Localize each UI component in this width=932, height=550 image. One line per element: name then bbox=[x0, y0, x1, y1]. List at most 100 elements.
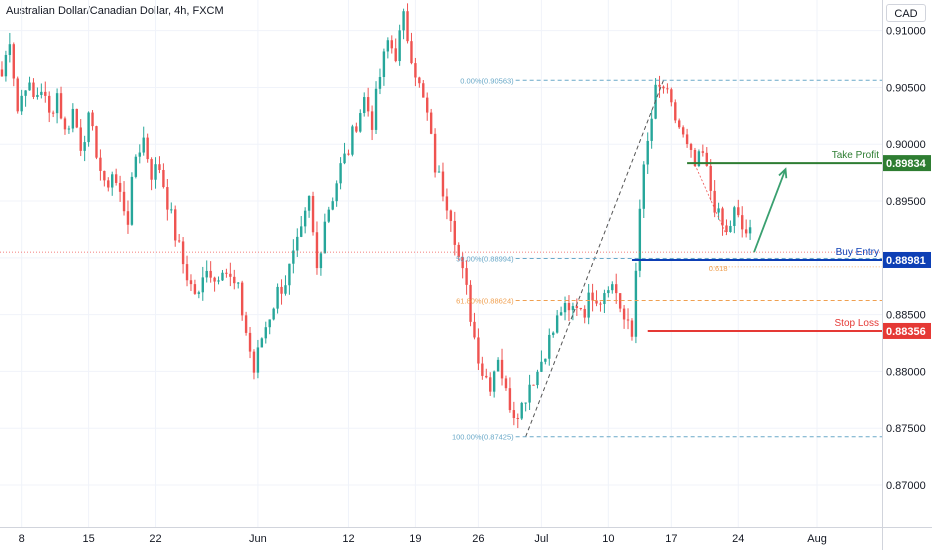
candle-body bbox=[256, 347, 260, 373]
candle-body bbox=[0, 69, 4, 77]
candle-body bbox=[284, 285, 287, 294]
candle-body bbox=[449, 210, 453, 221]
candle-body bbox=[382, 51, 386, 77]
time-tick-label: Aug bbox=[807, 533, 827, 545]
price-tag-bg bbox=[883, 322, 931, 339]
candle-body bbox=[559, 312, 563, 316]
candle-body bbox=[595, 300, 598, 304]
candle-body bbox=[658, 84, 661, 87]
candle-body bbox=[292, 250, 295, 264]
retracement-label: 0.618 bbox=[709, 264, 728, 273]
candle-body bbox=[300, 226, 303, 237]
candle-body bbox=[162, 169, 165, 188]
candle-body bbox=[130, 176, 134, 225]
candle-body bbox=[20, 95, 23, 112]
candle-body bbox=[571, 306, 575, 311]
candle-body bbox=[240, 282, 244, 316]
candle-body bbox=[319, 253, 323, 269]
candle-body bbox=[737, 207, 740, 216]
candle-body bbox=[95, 126, 98, 158]
candle-body bbox=[646, 140, 649, 165]
candle-body bbox=[146, 137, 149, 160]
candle-body bbox=[16, 78, 19, 112]
candle-body bbox=[615, 284, 618, 294]
candle-body bbox=[516, 418, 519, 420]
candle-body bbox=[225, 272, 228, 274]
candle-body bbox=[611, 284, 614, 291]
candle-body bbox=[264, 327, 267, 339]
candle-body bbox=[492, 371, 496, 392]
candle-body bbox=[414, 63, 417, 78]
time-tick-label: Jul bbox=[534, 533, 548, 545]
candle-body bbox=[36, 94, 39, 97]
candle-body bbox=[670, 89, 673, 103]
candle-body bbox=[634, 270, 638, 337]
candle-body bbox=[496, 359, 500, 372]
candle-body bbox=[118, 182, 122, 192]
level-label-stop-loss: Stop Loss bbox=[835, 318, 879, 329]
candle-body bbox=[733, 207, 736, 226]
candle-body bbox=[303, 210, 307, 227]
candle-body bbox=[520, 402, 523, 419]
candle-body bbox=[374, 88, 378, 130]
candle-body bbox=[662, 86, 665, 89]
candle-body bbox=[71, 108, 75, 129]
fib-level-label: 100.00%(0.87425) bbox=[452, 433, 514, 442]
candle-body bbox=[544, 358, 547, 362]
candle-body bbox=[272, 308, 275, 320]
candle-body bbox=[630, 320, 634, 337]
candle-body bbox=[150, 159, 153, 180]
time-tick-label: 19 bbox=[409, 533, 421, 545]
candle-body bbox=[307, 195, 311, 211]
candle-body bbox=[622, 308, 626, 320]
candle-body bbox=[685, 134, 689, 145]
candle-body bbox=[398, 30, 401, 62]
candle-body bbox=[260, 338, 264, 348]
candle-body bbox=[201, 277, 204, 293]
candle-body bbox=[744, 229, 748, 234]
time-tick-label: 12 bbox=[342, 533, 354, 545]
candle-body bbox=[603, 293, 606, 304]
candle-body bbox=[693, 149, 697, 167]
candle-body bbox=[193, 284, 197, 294]
candle-body bbox=[296, 236, 299, 251]
target-arrow-head bbox=[778, 167, 788, 179]
candle-body bbox=[221, 272, 224, 281]
candle-body bbox=[536, 371, 539, 386]
price-tick-label: 0.88000 bbox=[886, 366, 926, 378]
price-tag-label: 0.88981 bbox=[886, 255, 926, 267]
candle-body bbox=[205, 270, 208, 278]
candle-body bbox=[689, 144, 693, 150]
candle-body bbox=[51, 112, 55, 114]
candle-body bbox=[107, 180, 110, 188]
fib-level-label: 50.00%(0.88994) bbox=[456, 255, 514, 264]
candle-body bbox=[248, 332, 252, 352]
candle-body bbox=[138, 152, 141, 157]
candle-body bbox=[599, 303, 602, 305]
chart-title: Australian Dollar/Canadian Dollar, 4h, F… bbox=[6, 5, 224, 17]
candle-body bbox=[40, 91, 43, 95]
candle-body bbox=[473, 321, 476, 338]
candle-body bbox=[276, 286, 279, 309]
candle-body bbox=[591, 292, 594, 301]
candle-body bbox=[59, 93, 63, 119]
candle-body bbox=[363, 97, 366, 114]
currency-button[interactable]: CAD bbox=[886, 4, 926, 22]
candle-body bbox=[709, 165, 712, 191]
candle-body bbox=[122, 191, 126, 212]
price-tick-label: 0.88500 bbox=[886, 310, 926, 322]
candle-body bbox=[280, 286, 283, 294]
candle-body bbox=[347, 153, 350, 155]
price-tick-label: 0.87500 bbox=[886, 423, 926, 435]
candle-body bbox=[327, 209, 330, 222]
candle-body bbox=[406, 11, 409, 42]
candle-body bbox=[426, 97, 429, 113]
candle-body bbox=[504, 378, 508, 389]
candle-body bbox=[75, 108, 78, 128]
candle-body bbox=[237, 282, 240, 284]
candle-body bbox=[457, 244, 460, 258]
candle-body bbox=[642, 164, 645, 209]
candle-body bbox=[461, 257, 464, 269]
candle-body bbox=[528, 384, 531, 403]
